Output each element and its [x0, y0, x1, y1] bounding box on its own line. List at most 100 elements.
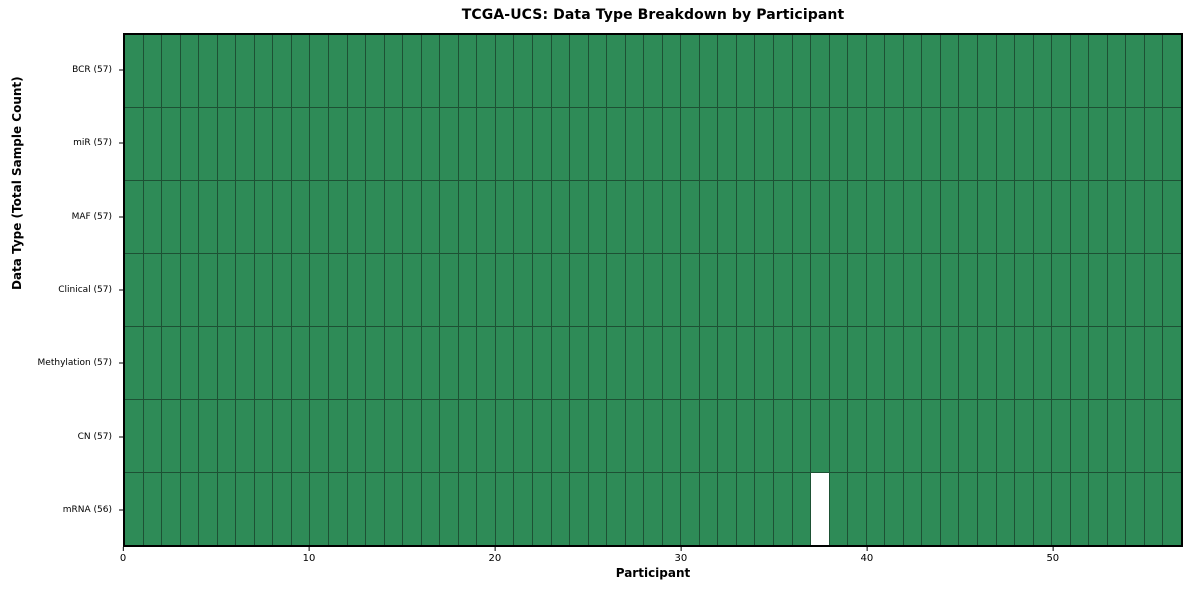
matrix-cell: [718, 108, 736, 180]
matrix-cell: [1033, 327, 1052, 399]
matrix-cell: [162, 108, 180, 180]
matrix-cell: [477, 254, 495, 326]
matrix-cell: [811, 327, 829, 399]
matrix-cell: [1144, 108, 1163, 180]
matrix-cell: [458, 181, 477, 253]
matrix-cell: [477, 35, 495, 107]
matrix-cell: [254, 400, 273, 472]
matrix-cell: [310, 473, 328, 545]
matrix-cell: [922, 400, 940, 472]
matrix-cell: [940, 400, 959, 472]
matrix-cell: [903, 400, 922, 472]
matrix-cell: [811, 108, 829, 180]
matrix-cell: [996, 327, 1015, 399]
matrix-cell: [940, 35, 959, 107]
matrix-cell: [829, 108, 848, 180]
matrix-cell: [1052, 35, 1070, 107]
matrix-cell: [440, 108, 458, 180]
matrix-cell: [1015, 254, 1033, 326]
matrix-cell: [829, 327, 848, 399]
matrix-cell: [885, 108, 903, 180]
matrix-cell: [217, 400, 236, 472]
matrix-cell: [1033, 181, 1052, 253]
matrix-cell: [347, 254, 366, 326]
matrix-cell: [1033, 473, 1052, 545]
matrix-cell: [607, 254, 625, 326]
y-tick-mark: [119, 436, 123, 438]
matrix-cell: [792, 108, 811, 180]
matrix-cell: [644, 473, 662, 545]
y-axis: BCR (57) miR (57) MAF (57) Clinical (57) Met…: [0, 33, 123, 547]
matrix-cell: [718, 400, 736, 472]
matrix-cell: [588, 181, 607, 253]
matrix-cell: [180, 254, 199, 326]
matrix-cell: [1144, 400, 1163, 472]
matrix-cell: [922, 181, 940, 253]
matrix-cell: [421, 327, 440, 399]
y-tick-mark: [119, 289, 123, 291]
matrix-cell: [199, 400, 217, 472]
matrix-cell: [848, 473, 866, 545]
matrix-cell: [421, 108, 440, 180]
matrix-cell: [440, 181, 458, 253]
x-tick-label: 10: [302, 553, 316, 564]
matrix-cell: [718, 473, 736, 545]
matrix-cell: [940, 108, 959, 180]
y-tick-label-Methylation: Methylation (57): [37, 358, 112, 369]
matrix-cell: [848, 327, 866, 399]
y-tick-mark: [119, 509, 123, 511]
matrix-cell: [736, 327, 755, 399]
matrix-cell: [625, 254, 644, 326]
matrix-cell: [978, 400, 996, 472]
matrix-cell: [162, 473, 180, 545]
matrix-cell: [328, 181, 347, 253]
matrix-cell: [273, 254, 291, 326]
matrix-cell-absent: [811, 473, 829, 545]
matrix-cell: [180, 473, 199, 545]
matrix-cell: [514, 254, 532, 326]
matrix-cell: [532, 35, 551, 107]
matrix-cell: [273, 181, 291, 253]
matrix-cell: [607, 327, 625, 399]
matrix-cell: [458, 400, 477, 472]
matrix-cell: [1089, 108, 1107, 180]
matrix-cell: [273, 473, 291, 545]
matrix-cell: [328, 108, 347, 180]
matrix-cell: [607, 108, 625, 180]
matrix-cell: [625, 327, 644, 399]
matrix-cell: [180, 181, 199, 253]
matrix-cell: [736, 108, 755, 180]
matrix-cell: [866, 400, 885, 472]
matrix-cell: [440, 254, 458, 326]
matrix-cell: [996, 473, 1015, 545]
matrix-cell: [125, 181, 143, 253]
matrix-cell: [217, 181, 236, 253]
matrix-cell: [125, 473, 143, 545]
matrix-cell: [718, 254, 736, 326]
matrix-cell: [403, 181, 421, 253]
matrix-cell: [1089, 181, 1107, 253]
matrix-cell: [347, 181, 366, 253]
matrix-cell: [774, 473, 792, 545]
matrix-cell: [291, 181, 310, 253]
matrix-cell: [570, 473, 588, 545]
matrix-cell: [811, 35, 829, 107]
matrix-cell: [1144, 473, 1163, 545]
matrix-cell: [866, 108, 885, 180]
matrix-cell: [458, 327, 477, 399]
matrix-cell: [440, 35, 458, 107]
matrix-cell: [291, 108, 310, 180]
matrix-cell: [1033, 254, 1052, 326]
matrix-cell: [940, 327, 959, 399]
matrix-cell: [848, 254, 866, 326]
matrix-cell: [328, 400, 347, 472]
matrix-cell: [495, 254, 514, 326]
matrix-cell: [1126, 327, 1144, 399]
matrix-cell: [273, 35, 291, 107]
matrix-cell: [903, 181, 922, 253]
matrix-cell: [1089, 35, 1107, 107]
matrix-cell: [1163, 327, 1181, 399]
matrix-cell: [514, 35, 532, 107]
matrix-cell: [403, 108, 421, 180]
matrix-cell: [403, 35, 421, 107]
